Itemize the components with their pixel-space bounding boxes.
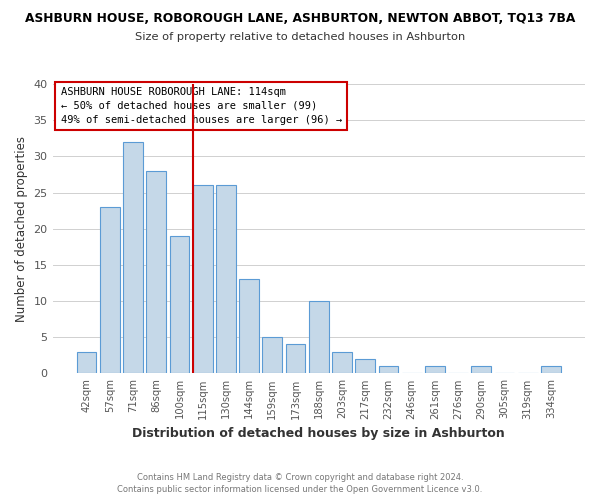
Text: ASHBURN HOUSE, ROBOROUGH LANE, ASHBURTON, NEWTON ABBOT, TQ13 7BA: ASHBURN HOUSE, ROBOROUGH LANE, ASHBURTON… — [25, 12, 575, 26]
Bar — [262, 338, 282, 374]
Bar — [239, 280, 259, 374]
Text: Size of property relative to detached houses in Ashburton: Size of property relative to detached ho… — [135, 32, 465, 42]
Text: ASHBURN HOUSE ROBOROUGH LANE: 114sqm
← 50% of detached houses are smaller (99)
4: ASHBURN HOUSE ROBOROUGH LANE: 114sqm ← 5… — [61, 87, 342, 125]
Text: Contains HM Land Registry data © Crown copyright and database right 2024.: Contains HM Land Registry data © Crown c… — [137, 472, 463, 482]
Bar — [216, 186, 236, 374]
Bar — [332, 352, 352, 374]
Y-axis label: Number of detached properties: Number of detached properties — [15, 136, 28, 322]
Bar — [379, 366, 398, 374]
Text: Contains public sector information licensed under the Open Government Licence v3: Contains public sector information licen… — [118, 485, 482, 494]
Bar — [123, 142, 143, 374]
Bar — [170, 236, 190, 374]
Bar — [286, 344, 305, 374]
Bar — [309, 301, 329, 374]
X-axis label: Distribution of detached houses by size in Ashburton: Distribution of detached houses by size … — [133, 427, 505, 440]
Bar — [77, 352, 97, 374]
Bar — [100, 207, 119, 374]
Bar — [146, 171, 166, 374]
Bar — [472, 366, 491, 374]
Bar — [355, 359, 375, 374]
Bar — [193, 186, 212, 374]
Bar — [541, 366, 561, 374]
Bar — [425, 366, 445, 374]
